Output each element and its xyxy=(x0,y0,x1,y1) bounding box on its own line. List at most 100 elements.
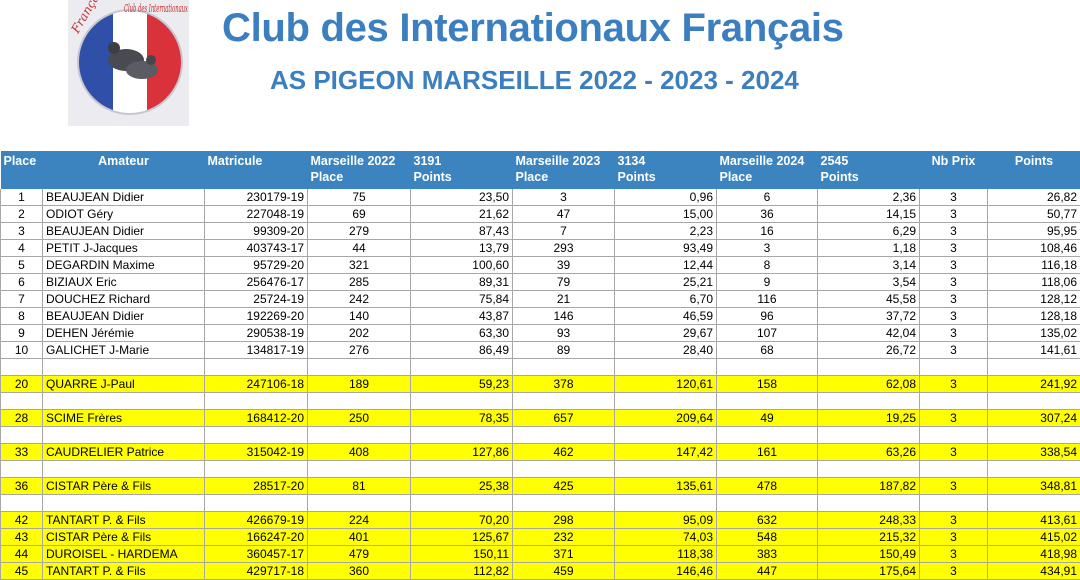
cell-points-2022: 13,79 xyxy=(410,239,513,257)
cell-place xyxy=(0,494,43,512)
header-points-2024: 2545 Points xyxy=(817,151,920,189)
cell-place-2022: 479 xyxy=(307,545,411,563)
cell-matricule: 192269-20 xyxy=(204,307,308,325)
cell-points-2024: 2,36 xyxy=(817,189,920,206)
cell-points-2022: 78,35 xyxy=(410,409,513,427)
cell-amateur xyxy=(42,494,205,512)
cell-points-2024: 1,18 xyxy=(817,239,920,257)
cell-amateur xyxy=(42,460,205,478)
cell-points-2022: 112,82 xyxy=(410,562,513,580)
cell-total-points: 118,06 xyxy=(987,273,1080,291)
cell-nb-prix: 3 xyxy=(919,375,988,393)
cell-amateur: PETIT J-Jacques xyxy=(42,239,205,257)
header-matricule-line: Matricule xyxy=(207,154,263,168)
table-row: 5 DEGARDIN Maxime 95729-20 321 100,60 39 12,44… xyxy=(0,256,1080,274)
cell-total-points: 348,81 xyxy=(987,477,1080,495)
header-points-2023: 3134 Points xyxy=(614,151,717,189)
cell-points-2024: 63,26 xyxy=(817,443,920,461)
cell-nb-prix: 3 xyxy=(919,324,988,342)
cell-points-2023 xyxy=(614,460,717,478)
cell-matricule: 360457-17 xyxy=(204,545,308,563)
header-marseille-2022-place-line: Place xyxy=(310,170,344,184)
cell-amateur: DEGARDIN Maxime xyxy=(42,256,205,274)
header-matricule: Matricule xyxy=(204,151,308,189)
cell-place-2023 xyxy=(512,460,615,478)
cell-total-points: 141,61 xyxy=(987,341,1080,359)
cell-place: 7 xyxy=(0,290,43,308)
cell-place-2023 xyxy=(512,494,615,512)
cell-place: 45 xyxy=(0,562,43,580)
cell-place-2022: 75 xyxy=(307,189,411,206)
cell-place: 10 xyxy=(0,341,43,359)
cell-nb-prix: 3 xyxy=(919,562,988,580)
cell-amateur xyxy=(42,392,205,410)
table-row: 7 DOUCHEZ Richard 25724-19 242 75,84 21 6,70 11… xyxy=(0,290,1080,308)
cell-place-2023: 39 xyxy=(512,256,615,274)
page-title: Club des Internationaux Français xyxy=(222,6,844,50)
cell-place-2022: 69 xyxy=(307,205,411,223)
cell-place-2023: 79 xyxy=(512,273,615,291)
header-points-2024-line: 2545 xyxy=(820,154,849,168)
cell-amateur: QUARRE J-Paul xyxy=(42,375,205,393)
cell-place-2022: 279 xyxy=(307,222,411,240)
cell-points-2023: 93,49 xyxy=(614,239,717,257)
cell-nb-prix: 3 xyxy=(919,409,988,427)
cell-total-points: 338,54 xyxy=(987,443,1080,461)
cell-points-2023: 28,40 xyxy=(614,341,717,359)
cell-place xyxy=(0,460,43,478)
cell-place-2024: 36 xyxy=(716,205,818,223)
cell-place-2022: 276 xyxy=(307,341,411,359)
header-nb-prix-line: Nb Prix xyxy=(931,154,976,168)
table-row: 36 CISTAR Père & Fils 28517-20 81 25,38 425 13… xyxy=(0,477,1080,495)
header-place: Place xyxy=(0,151,43,189)
cell-place-2024 xyxy=(716,494,818,512)
cell-points-2022: 100,60 xyxy=(410,256,513,274)
cell-total-points: 415,02 xyxy=(987,528,1080,546)
header-marseille-2023-place-line: Place xyxy=(515,170,549,184)
cell-total-points: 108,46 xyxy=(987,239,1080,257)
cell-amateur: BEAUJEAN Didier xyxy=(42,307,205,325)
cell-total-points: 128,18 xyxy=(987,307,1080,325)
cell-points-2022: 127,86 xyxy=(410,443,513,461)
cell-points-2023: 25,21 xyxy=(614,273,717,291)
cell-place-2022: 44 xyxy=(307,239,411,257)
cell-total-points: 434,91 xyxy=(987,562,1080,580)
cell-points-2024: 62,08 xyxy=(817,375,920,393)
svg-text:Club des Internationaux: Club des Internationaux xyxy=(124,2,188,15)
cell-points-2024 xyxy=(817,392,920,410)
cell-amateur: BEAUJEAN Didier xyxy=(42,189,205,206)
cell-place: 6 xyxy=(0,273,43,291)
cell-nb-prix: 3 xyxy=(919,290,988,308)
table-header-row: Place Amateur Matricule Marseille 2022 Place… xyxy=(0,151,1080,189)
cell-place-2024: 49 xyxy=(716,409,818,427)
cell-points-2022: 87,43 xyxy=(410,222,513,240)
cell-points-2024: 37,72 xyxy=(817,307,920,325)
cell-place-2022: 224 xyxy=(307,511,411,529)
cell-points-2022: 63,30 xyxy=(410,324,513,342)
cell-amateur: GALICHET J-Marie xyxy=(42,341,205,359)
cell-place-2022: 360 xyxy=(307,562,411,580)
cell-nb-prix: 3 xyxy=(919,477,988,495)
club-logo: Français Club des Internationaux xyxy=(68,0,189,126)
table-row: 3 BEAUJEAN Didier 99309-20 279 87,43 7 2,23 16 6… xyxy=(0,222,1080,240)
cell-points-2022: 86,49 xyxy=(410,341,513,359)
header-nb-prix: Nb Prix xyxy=(919,151,988,189)
cell-amateur: CISTAR Père & Fils xyxy=(42,528,205,546)
cell-nb-prix: 3 xyxy=(919,511,988,529)
cell-place-2024 xyxy=(716,426,818,444)
table-row: 20 QUARRE J-Paul 247106-18 189 59,23 378 120,6… xyxy=(0,375,1080,393)
cell-place: 44 xyxy=(0,545,43,563)
cell-place-2023: 3 xyxy=(512,189,615,206)
cell-total-points: 116,18 xyxy=(987,256,1080,274)
cell-place-2023: 371 xyxy=(512,545,615,563)
cell-place-2023: 459 xyxy=(512,562,615,580)
cell-matricule: 429717-18 xyxy=(204,562,308,580)
header-marseille-2022-place: Marseille 2022 Place xyxy=(307,151,411,189)
cell-amateur: ODIOT Géry xyxy=(42,205,205,223)
cell-total-points: 128,12 xyxy=(987,290,1080,308)
cell-place-2024: 161 xyxy=(716,443,818,461)
cell-place-2024: 478 xyxy=(716,477,818,495)
header-points-2022-line: 3191 xyxy=(413,154,442,168)
cell-points-2023: 12,44 xyxy=(614,256,717,274)
cell-points-2022: 150,11 xyxy=(410,545,513,563)
